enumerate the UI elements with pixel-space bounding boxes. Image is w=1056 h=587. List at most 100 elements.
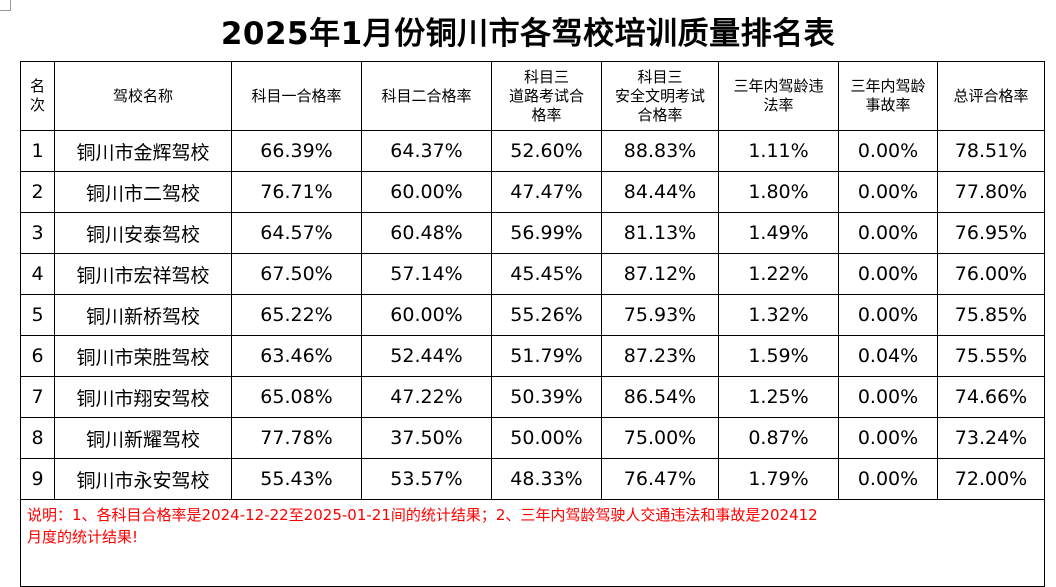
violation-cell: 1.11% [718,130,839,172]
violation-cell: 1.79% [718,458,839,500]
subject3-road-cell: 50.39% [491,376,602,418]
overall-cell: 75.55% [937,335,1045,377]
subject3-safe-cell: 88.83% [601,130,719,172]
subject1-cell: 76.71% [231,171,362,213]
accident-cell: 0.00% [838,253,938,295]
overall-cell: 74.66% [937,376,1045,418]
header-rank-line1: 名 [29,77,45,95]
header-subject3-road-line1: 科目三 [523,67,569,86]
subject3-road-cell: 52.60% [491,130,602,172]
accident-cell: 0.00% [838,171,938,213]
subject3-safe-cell: 87.23% [601,335,719,377]
header-subject3-road: 科目三 道路考试合 格率 [491,61,602,131]
school-name-cell: 铜川市二驾校 [54,171,232,213]
accident-cell: 0.00% [838,458,938,500]
table-row: 1 铜川市金辉驾校 66.39% 64.37% 52.60% 88.83% 1.… [20,130,1045,172]
subject3-road-cell: 45.45% [491,253,602,295]
rank-cell: 1 [20,130,55,172]
note-cell: 说明：1、各科目合格率是2024-12-22至2025-01-21间的统计结果；… [20,499,1045,587]
school-name-cell: 铜川新桥驾校 [54,294,232,336]
rank-cell: 5 [20,294,55,336]
subject3-safe-cell: 86.54% [601,376,719,418]
header-subject3-safe: 科目三 安全文明考试 合格率 [601,61,719,131]
table-row: 9 铜川市永安驾校 55.43% 53.57% 48.33% 76.47% 1.… [20,458,1045,500]
header-violation-line1: 三年内驾龄违 [733,77,824,95]
header-rank: 名 次 [20,61,55,131]
rank-cell: 6 [20,335,55,377]
header-subject3-road-line2: 道路考试合 [508,86,584,105]
page-title: 2025年1月份铜川市各驾校培训质量排名表 [220,16,836,52]
subject1-cell: 77.78% [231,417,362,459]
school-name-cell: 铜川市金辉驾校 [54,130,232,172]
subject1-cell: 67.50% [231,253,362,295]
subject2-cell: 60.48% [361,212,492,254]
subject2-cell: 57.14% [361,253,492,295]
subject2-cell: 52.44% [361,335,492,377]
school-name-cell: 铜川新耀驾校 [54,417,232,459]
subject3-road-cell: 47.47% [491,171,602,213]
header-violation-line2: 法率 [763,96,794,114]
header-row: 名 次 驾校名称 科目一合格率 科目二合格率 科目三 道路考试合 格率 科目三 … [20,61,1045,131]
header-accident-line1: 三年内驾龄 [850,77,926,95]
overall-cell: 76.95% [937,212,1045,254]
rank-cell: 8 [20,417,55,459]
rank-cell: 4 [20,253,55,295]
school-name-cell: 铜川安泰驾校 [54,212,232,254]
note-line1: 说明：1、各科目合格率是2024-12-22至2025-01-21间的统计结果；… [27,506,818,524]
rank-cell: 7 [20,376,55,418]
subject1-cell: 63.46% [231,335,362,377]
violation-cell: 1.80% [718,171,839,213]
subject3-safe-cell: 84.44% [601,171,719,213]
note-row: 说明：1、各科目合格率是2024-12-22至2025-01-21间的统计结果；… [20,499,1045,587]
school-name-cell: 铜川市荣胜驾校 [54,335,232,377]
violation-cell: 1.49% [718,212,839,254]
subject3-safe-cell: 87.12% [601,253,719,295]
violation-cell: 0.87% [718,417,839,459]
header-subject2: 科目二合格率 [361,61,492,131]
school-name-cell: 铜川市宏祥驾校 [54,253,232,295]
header-subject3-road-line3: 格率 [531,105,562,124]
overall-cell: 72.00% [937,458,1045,500]
table-row: 3 铜川安泰驾校 64.57% 60.48% 56.99% 81.13% 1.4… [20,212,1045,254]
subject3-safe-cell: 75.93% [601,294,719,336]
table-row: 2 铜川市二驾校 76.71% 60.00% 47.47% 84.44% 1.8… [20,171,1045,213]
header-subject3-safe-line2: 安全文明考试 [614,86,705,105]
subject1-cell: 64.57% [231,212,362,254]
header-subject1: 科目一合格率 [231,61,362,131]
header-violation: 三年内驾龄违 法率 [718,61,839,131]
header-school: 驾校名称 [54,61,232,131]
page-corner-mark [0,0,11,11]
accident-cell: 0.00% [838,212,938,254]
subject3-road-cell: 48.33% [491,458,602,500]
header-accident: 三年内驾龄 事故率 [838,61,938,131]
subject3-safe-cell: 75.00% [601,417,719,459]
violation-cell: 1.32% [718,294,839,336]
subject2-cell: 60.00% [361,294,492,336]
header-accident-line2: 事故率 [865,96,911,114]
subject1-cell: 55.43% [231,458,362,500]
subject3-road-cell: 55.26% [491,294,602,336]
subject1-cell: 65.08% [231,376,362,418]
violation-cell: 1.22% [718,253,839,295]
rank-cell: 2 [20,171,55,213]
subject2-cell: 60.00% [361,171,492,213]
subject3-safe-cell: 76.47% [601,458,719,500]
subject2-cell: 53.57% [361,458,492,500]
overall-cell: 76.00% [937,253,1045,295]
header-overall: 总评合格率 [937,61,1045,131]
subject2-cell: 47.22% [361,376,492,418]
subject3-road-cell: 56.99% [491,212,602,254]
violation-cell: 1.59% [718,335,839,377]
header-subject3-safe-line1: 科目三 [637,67,683,86]
overall-cell: 75.85% [937,294,1045,336]
accident-cell: 0.00% [838,130,938,172]
table-row: 5 铜川新桥驾校 65.22% 60.00% 55.26% 75.93% 1.3… [20,294,1045,336]
school-name-cell: 铜川市翔安驾校 [54,376,232,418]
table-row: 7 铜川市翔安驾校 65.08% 47.22% 50.39% 86.54% 1.… [20,376,1045,418]
table-row: 6 铜川市荣胜驾校 63.46% 52.44% 51.79% 87.23% 1.… [20,335,1045,377]
violation-cell: 1.25% [718,376,839,418]
subject3-road-cell: 50.00% [491,417,602,459]
subject3-safe-cell: 81.13% [601,212,719,254]
accident-cell: 0.00% [838,417,938,459]
rank-cell: 9 [20,458,55,500]
